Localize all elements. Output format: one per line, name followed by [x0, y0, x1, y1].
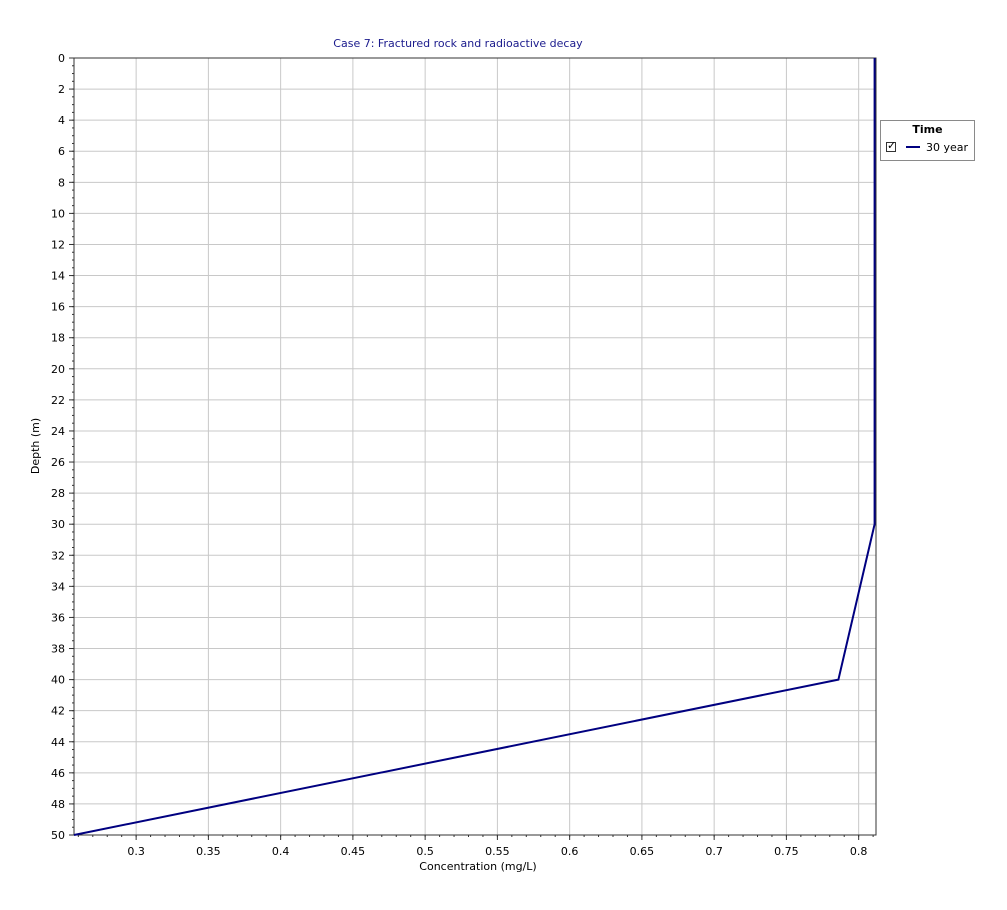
y-tick-label: 50 [51, 829, 65, 842]
y-tick-label: 42 [51, 705, 65, 718]
x-tick-label: 0.8 [850, 845, 868, 858]
series-line-30-year [73, 58, 876, 836]
y-tick-label: 48 [51, 798, 65, 811]
y-tick-label: 46 [51, 767, 65, 780]
y-tick-label: 40 [51, 674, 65, 687]
grid [74, 57, 876, 836]
y-tick-label: 34 [51, 580, 65, 593]
y-tick-label: 12 [51, 238, 65, 251]
x-tick-label: 0.65 [630, 845, 655, 858]
x-tick-label: 0.55 [485, 845, 510, 858]
x-axis-label: Concentration (mg/L) [419, 860, 536, 873]
y-tick-label: 28 [51, 487, 65, 500]
y-tick-label: 24 [51, 425, 65, 438]
legend-checkbox[interactable] [886, 139, 896, 152]
series-layer [73, 58, 876, 836]
y-tick-label: 8 [58, 176, 65, 189]
x-tick-label: 0.3 [127, 845, 145, 858]
y-tick-label: 16 [51, 301, 65, 314]
y-tick-label: 10 [51, 207, 65, 220]
legend-swatch [906, 146, 920, 148]
y-tick-label: 0 [58, 52, 65, 65]
x-tick-label: 0.4 [272, 845, 290, 858]
y-tick-label: 38 [51, 643, 65, 656]
x-tick-label: 0.7 [705, 845, 723, 858]
chart-title: Case 7: Fractured rock and radioactive d… [333, 37, 583, 50]
y-tick-label: 2 [58, 83, 65, 96]
y-tick-label: 14 [51, 270, 65, 283]
y-tick-label: 20 [51, 363, 65, 376]
y-axis-label: Depth (m) [29, 418, 42, 474]
y-tick-label: 32 [51, 549, 65, 562]
x-tick-label: 0.35 [196, 845, 221, 858]
y-tick-label: 36 [51, 611, 65, 624]
y-tick-label: 18 [51, 332, 65, 345]
legend-title: Time [912, 123, 943, 136]
legend-label: 30 year [926, 140, 969, 154]
x-axis: 0.3 0.35 0.4 0.45 0.5 0.55 0.6 0.65 0.7 0.75 0.8 [127, 835, 867, 858]
y-tick-label: 30 [51, 518, 65, 531]
minor-ticks [72, 57, 874, 837]
y-tick-label: 44 [51, 736, 65, 749]
x-tick-label: 0.5 [416, 845, 434, 858]
y-axis: 0246810121416182022242628303234363840424… [51, 52, 74, 842]
plot-area [73, 57, 877, 836]
y-tick-label: 4 [58, 114, 65, 127]
x-tick-label: 0.45 [341, 845, 366, 858]
y-tick-label: 26 [51, 456, 65, 469]
y-tick-label: 6 [58, 145, 65, 158]
y-tick-label: 22 [51, 394, 65, 407]
legend-item[interactable]: 30 year [886, 139, 969, 154]
legend: Time 30 year [880, 120, 975, 161]
x-tick-label: 0.75 [774, 845, 799, 858]
x-tick-label: 0.6 [561, 845, 579, 858]
